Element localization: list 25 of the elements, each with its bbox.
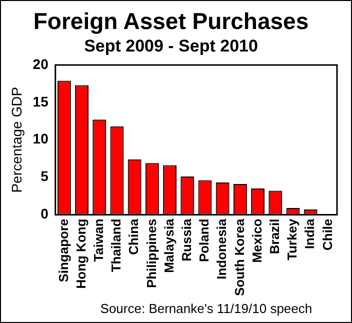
- x-tick-label: India: [302, 218, 318, 250]
- x-tick-label: South Korea: [232, 218, 247, 296]
- x-tick-label: Singapore: [56, 218, 71, 282]
- x-tick-label: Chile: [320, 218, 335, 251]
- y-tick-label: 0: [40, 206, 49, 222]
- x-tick-label: China: [126, 218, 142, 255]
- x-tick-label: Hong Kong: [73, 218, 88, 289]
- x-tick-label: Taiwan: [90, 218, 106, 262]
- y-tick-label: 10: [32, 130, 49, 147]
- x-tick-label: Indonesia: [214, 218, 230, 280]
- y-axis-title: Percentage GDP: [8, 86, 24, 193]
- x-tick-label: Thailand: [108, 218, 124, 272]
- y-tick-label: 5: [40, 168, 49, 184]
- y-tick-label: 20: [32, 56, 49, 72]
- source-note: Source: Bernanke's 11/19/10 speech: [100, 301, 312, 316]
- x-tick-label: Philippines: [144, 218, 159, 288]
- y-tick-label: 15: [32, 93, 49, 110]
- chart-subtitle: Sept 2009 - Sept 2010: [84, 36, 258, 56]
- x-tick-label: Turkey: [284, 218, 300, 260]
- x-tick-label: Mexico: [249, 218, 264, 263]
- x-tick-label: Russia: [178, 218, 194, 262]
- x-tick-label: Brazil: [266, 218, 282, 254]
- chart-title: Foreign Asset Purchases: [33, 8, 309, 34]
- x-tick-label: Malaysia: [161, 218, 176, 273]
- x-tick-label: Poland: [196, 218, 212, 262]
